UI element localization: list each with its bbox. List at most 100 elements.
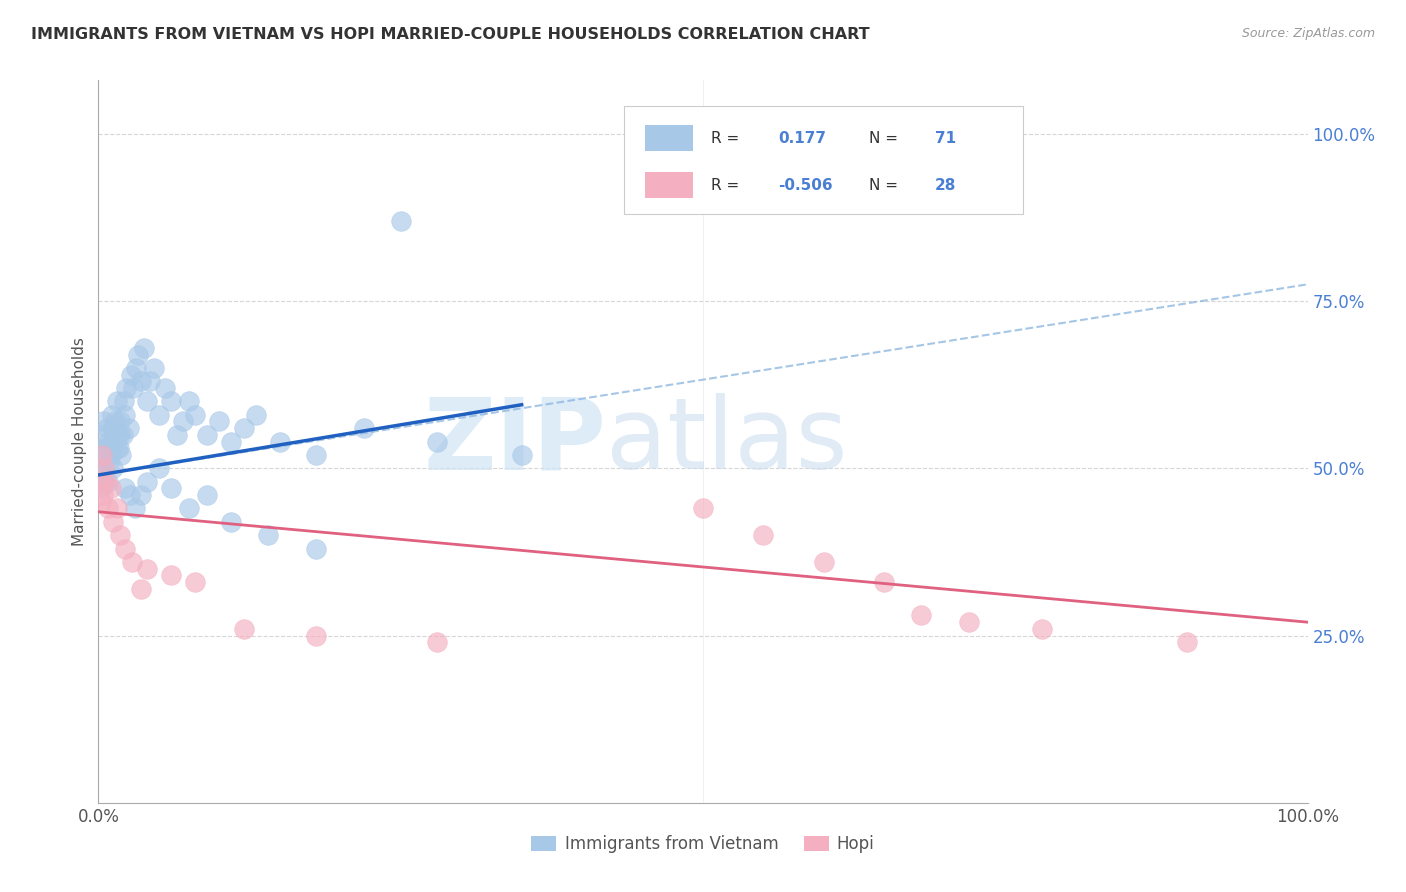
Text: R =: R = (711, 178, 740, 193)
Point (184, 575, 207, 590)
Point (89, 448, 111, 462)
FancyBboxPatch shape (645, 172, 693, 198)
Point (108, 442, 131, 455)
Point (91, 488, 114, 502)
Point (153, 381, 176, 395)
Point (148, 461, 170, 475)
Point (91, 427, 114, 442)
Text: 0.177: 0.177 (778, 130, 825, 145)
Point (108, 528, 131, 542)
Point (108, 427, 131, 442)
Point (111, 427, 134, 442)
Point (96, 421, 118, 435)
Point (127, 348, 149, 362)
Point (91, 461, 114, 475)
Point (97, 501, 120, 516)
Point (91, 448, 114, 462)
Point (139, 375, 162, 389)
Y-axis label: Married-couple Households: Married-couple Households (72, 337, 87, 546)
Point (125, 361, 148, 376)
Point (90, 461, 112, 475)
Point (692, 501, 714, 516)
Point (160, 568, 183, 582)
Point (91, 414, 114, 429)
Point (100, 408, 122, 422)
Point (108, 414, 131, 429)
Point (103, 434, 125, 449)
Text: 28: 28 (935, 178, 956, 193)
Point (160, 394, 183, 409)
Point (93, 475, 115, 489)
Point (100, 482, 122, 496)
Point (221, 515, 243, 529)
Point (752, 528, 775, 542)
Point (105, 501, 128, 516)
Point (305, 541, 328, 556)
FancyBboxPatch shape (645, 126, 693, 151)
Point (90, 494, 112, 508)
Point (129, 488, 152, 502)
Point (114, 541, 136, 556)
Point (256, 528, 278, 542)
Point (160, 482, 183, 496)
Point (121, 555, 143, 569)
Text: ZIP: ZIP (423, 393, 606, 490)
Point (120, 368, 142, 382)
Point (104, 414, 127, 429)
Point (957, 615, 980, 630)
Text: -0.506: -0.506 (778, 178, 832, 193)
Point (232, 622, 254, 636)
Point (105, 442, 128, 455)
Point (94, 442, 117, 455)
Point (166, 427, 188, 442)
Point (98, 455, 121, 469)
Text: N =: N = (869, 130, 897, 145)
Point (118, 488, 141, 502)
Point (232, 421, 254, 435)
Point (143, 361, 166, 376)
Point (93, 461, 115, 475)
Point (94, 442, 117, 455)
Point (129, 582, 152, 596)
Point (107, 427, 129, 442)
Point (195, 488, 218, 502)
Point (353, 421, 375, 435)
Point (100, 448, 122, 462)
Point (179, 501, 201, 516)
Point (245, 408, 267, 422)
Point (101, 515, 124, 529)
Point (118, 421, 141, 435)
Point (100, 442, 122, 455)
Point (208, 414, 231, 429)
Point (510, 448, 533, 462)
Point (114, 408, 136, 422)
Point (221, 434, 243, 449)
FancyBboxPatch shape (624, 105, 1024, 214)
Point (101, 421, 124, 435)
Point (389, 214, 412, 228)
Point (179, 394, 201, 409)
Point (910, 608, 932, 623)
Point (110, 448, 132, 462)
Point (90, 482, 112, 496)
Point (184, 408, 207, 422)
Point (97, 475, 120, 489)
Point (135, 394, 157, 409)
Point (305, 628, 328, 642)
Point (873, 575, 896, 590)
Point (135, 562, 157, 576)
Text: 71: 71 (935, 130, 956, 145)
Point (89, 475, 111, 489)
Point (1031, 622, 1053, 636)
Legend: Immigrants from Vietnam, Hopi: Immigrants from Vietnam, Hopi (524, 828, 882, 860)
Point (172, 414, 194, 429)
Point (134, 341, 156, 355)
Point (269, 434, 291, 449)
Point (101, 461, 124, 475)
Text: R =: R = (711, 130, 740, 145)
Text: atlas: atlas (606, 393, 848, 490)
Point (195, 427, 218, 442)
Point (129, 375, 152, 389)
Text: IMMIGRANTS FROM VIETNAM VS HOPI MARRIED-COUPLE HOUSEHOLDS CORRELATION CHART: IMMIGRANTS FROM VIETNAM VS HOPI MARRIED-… (31, 27, 869, 42)
Text: N =: N = (869, 178, 897, 193)
